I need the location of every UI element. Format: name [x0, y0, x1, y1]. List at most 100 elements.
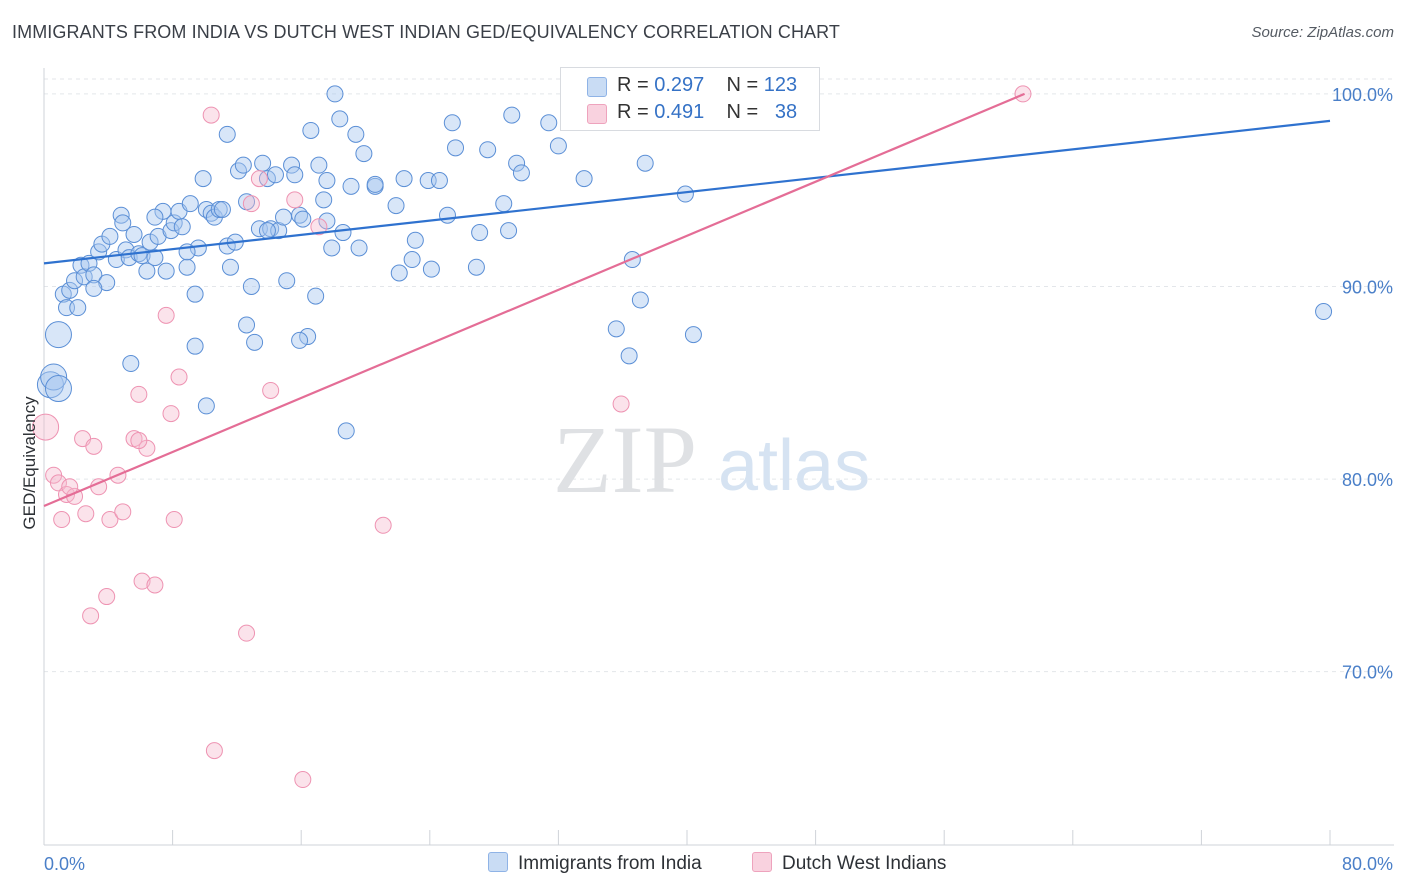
india-point	[620, 347, 638, 365]
legend-swatch-india	[587, 77, 607, 97]
legend-r-value: 0.297	[654, 74, 705, 96]
dwi-point	[98, 588, 116, 606]
legend-r-label: R =	[617, 101, 655, 123]
india-point	[549, 137, 567, 155]
dwi-point	[157, 306, 175, 324]
dwi-point	[202, 106, 220, 124]
india-point	[186, 285, 204, 303]
india-point	[334, 224, 352, 242]
legend-text-india: R = 0.297 N = 123	[617, 74, 797, 97]
y-tick-label: 70.0%	[1342, 663, 1393, 683]
india-point	[101, 227, 119, 245]
dwi-point	[130, 432, 148, 450]
india-point	[503, 106, 521, 124]
india-point	[294, 210, 312, 228]
india-point	[337, 422, 355, 440]
india-point	[636, 154, 654, 172]
legend-n-label: N =	[726, 101, 764, 123]
dwi-point	[612, 395, 630, 413]
dwi-point	[53, 511, 71, 529]
dwi-point	[114, 503, 132, 521]
india-point	[238, 316, 256, 334]
y-tick-label: 90.0%	[1342, 277, 1393, 297]
legend-swatch-dwi	[587, 104, 607, 124]
dwi-point	[77, 505, 95, 523]
dwi-point	[262, 381, 280, 399]
dwi-point	[85, 437, 103, 455]
dwi-point	[250, 170, 268, 188]
india-point	[178, 258, 196, 276]
dwi-point	[205, 742, 223, 760]
india-point	[213, 200, 231, 218]
x-ticks	[43, 830, 1331, 845]
india-point	[508, 154, 526, 172]
india-point	[125, 225, 143, 243]
india-point	[40, 363, 68, 391]
india-point	[146, 208, 164, 226]
legend-n-value: 38	[774, 101, 798, 123]
watermark: ZIP atlas	[553, 406, 870, 513]
series-swatch-india	[488, 852, 508, 872]
india-point	[406, 231, 424, 249]
india-point	[366, 175, 384, 193]
india-point	[186, 337, 204, 355]
india-point	[387, 197, 405, 215]
india-point	[36, 371, 64, 399]
india-point	[254, 154, 272, 172]
dwi-point	[374, 516, 392, 534]
series-label-india: Immigrants from India	[518, 853, 702, 874]
india-point	[315, 191, 333, 209]
india-point	[447, 139, 465, 157]
y-tick-labels: 70.0% 80.0% 90.0% 100.0%	[1332, 85, 1393, 683]
india-point	[44, 321, 72, 349]
india-point	[342, 177, 360, 195]
india-point	[197, 397, 215, 415]
india-point	[61, 281, 79, 299]
india-point	[286, 166, 304, 184]
india-point	[157, 262, 175, 280]
india-point	[66, 272, 84, 290]
india-point	[676, 185, 694, 203]
india-point	[122, 355, 140, 373]
india-point	[331, 110, 349, 128]
legend-text-dwi: R = 0.491 N = 38	[617, 101, 797, 124]
india-point	[69, 299, 87, 317]
india-points	[36, 85, 1333, 440]
india-point	[114, 214, 132, 232]
dwi-point	[286, 191, 304, 209]
india-point	[221, 258, 239, 276]
dwi-point	[49, 474, 67, 492]
india-point	[318, 172, 336, 190]
india-point	[1315, 303, 1333, 321]
india-point	[395, 170, 413, 188]
dwi-point	[133, 572, 151, 590]
india-point	[403, 251, 421, 269]
series-swatch-dwi	[752, 852, 772, 872]
stats-legend: R = 0.297 N = 123 R = 0.491 N = 38	[560, 67, 820, 131]
dwi-point	[170, 368, 188, 386]
india-point	[291, 331, 309, 349]
india-point	[390, 264, 408, 282]
india-point	[299, 328, 317, 346]
series-legend-dwi[interactable]: Dutch West Indians	[752, 852, 946, 875]
india-point	[85, 279, 103, 297]
india-point	[326, 85, 344, 103]
india-point	[302, 121, 320, 139]
india-point	[85, 266, 103, 284]
source-label: Source: ZipAtlas.com	[1251, 24, 1394, 41]
india-point	[181, 195, 199, 213]
dwi-point	[162, 405, 180, 423]
india-point	[479, 141, 497, 159]
legend-n-label: N =	[726, 74, 764, 96]
y-tick-label: 100.0%	[1332, 85, 1393, 105]
india-point	[631, 291, 649, 309]
india-point	[173, 218, 191, 236]
india-point	[138, 262, 156, 280]
india-point	[467, 258, 485, 276]
india-point	[218, 125, 236, 143]
series-legend-india[interactable]: Immigrants from India	[488, 852, 702, 875]
india-point	[146, 249, 164, 267]
india-point	[258, 222, 276, 240]
india-point	[422, 260, 440, 278]
